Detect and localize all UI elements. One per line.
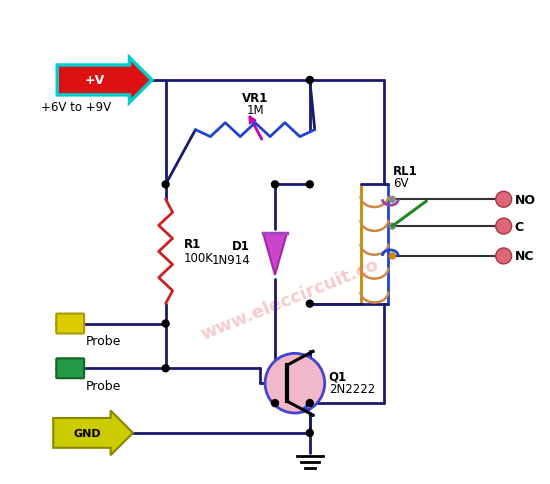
Circle shape [306,429,313,437]
Text: 1N914: 1N914 [211,254,250,267]
Circle shape [272,400,278,407]
Text: R1: R1 [184,238,201,251]
Circle shape [496,219,512,235]
Text: GND: GND [73,428,101,438]
Polygon shape [263,234,287,275]
Text: +6V to +9V: +6V to +9V [41,101,111,114]
Text: C: C [515,220,524,233]
Circle shape [162,365,169,372]
Text: D1: D1 [232,240,250,253]
Circle shape [306,400,313,407]
FancyBboxPatch shape [56,359,84,378]
Circle shape [389,254,395,259]
FancyBboxPatch shape [56,314,84,334]
Text: Probe: Probe [86,379,122,392]
Text: +V: +V [84,74,104,87]
Circle shape [265,354,324,413]
Circle shape [162,320,169,327]
Circle shape [389,224,395,229]
Text: Q1: Q1 [329,370,347,383]
FancyBboxPatch shape [53,411,133,455]
Circle shape [306,301,313,307]
Text: www.eleccircuit.co: www.eleccircuit.co [199,255,382,343]
Text: 100K: 100K [184,251,213,264]
Circle shape [162,182,169,188]
Text: 6V: 6V [393,177,409,189]
Circle shape [389,197,395,203]
Text: VR1: VR1 [242,92,268,105]
FancyBboxPatch shape [57,59,152,103]
Circle shape [496,248,512,264]
Text: NO: NO [515,193,536,206]
Text: 2N2222: 2N2222 [329,382,375,395]
Circle shape [272,182,278,188]
Circle shape [306,77,313,84]
Text: 1M: 1M [246,104,264,117]
Circle shape [306,182,313,188]
Text: Probe: Probe [86,334,122,347]
Text: RL1: RL1 [393,165,418,178]
Text: NC: NC [515,250,534,263]
Circle shape [496,192,512,208]
